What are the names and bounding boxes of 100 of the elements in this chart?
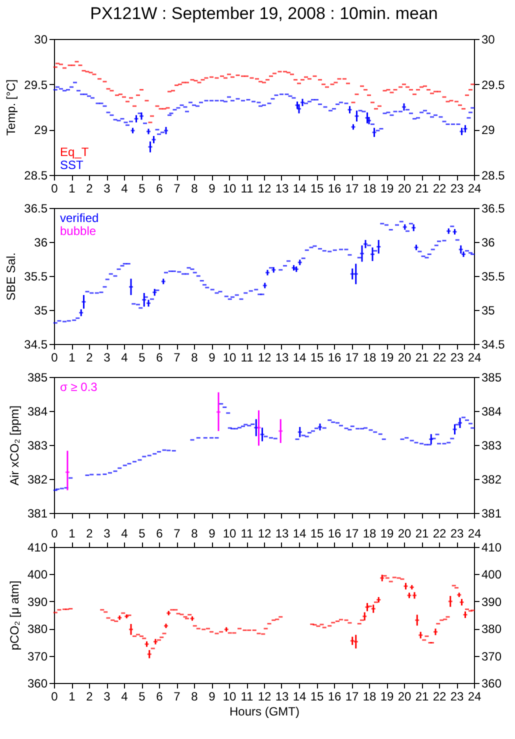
- x2-tick-label: 6: [156, 526, 164, 540]
- x-tick-label: 5: [138, 690, 146, 704]
- x-tick-label: 19: [380, 182, 394, 196]
- y2-tick-label: 400: [482, 568, 502, 582]
- x-tick-label: 12: [258, 690, 272, 704]
- y-tick-label: 35.5: [24, 270, 48, 284]
- x2-tick-label: 12: [258, 526, 272, 540]
- y2-tick-label: 381: [482, 506, 502, 520]
- x-tick-label: 24: [468, 182, 482, 196]
- x-tick-label: 6: [156, 690, 164, 704]
- x-tick-label: 11: [240, 350, 254, 364]
- x-tick-label: 3: [104, 350, 111, 364]
- y2-tick-label: 34.5: [482, 338, 506, 352]
- x-tick-label: 24: [468, 690, 482, 704]
- x-tick-label: 21: [415, 182, 429, 196]
- x-tick-label: 19: [380, 350, 394, 364]
- x-tick-label: 14: [292, 690, 306, 704]
- x-tick-label: 15: [310, 690, 324, 704]
- x-tick-label: 17: [345, 350, 359, 364]
- x-tick-label: 5: [138, 182, 146, 196]
- x-tick-label: 24: [468, 350, 482, 364]
- legend-label: bubble: [60, 224, 96, 238]
- x2-tick-label: 18: [362, 526, 376, 540]
- x-tick-label: 13: [275, 350, 289, 364]
- x-tick-label: 10: [222, 182, 236, 196]
- y-tick-label: 382: [27, 472, 48, 486]
- y-tick-label: 35: [34, 304, 48, 318]
- y-tick-label: 410: [27, 540, 48, 554]
- x2-tick-label: 19: [380, 526, 394, 540]
- chart-title: PX121W : September 19, 2008 : 10min. mean: [90, 4, 438, 23]
- x-tick-label: 23: [450, 690, 464, 704]
- x-tick-label: 4: [121, 350, 128, 364]
- y-tick-label: 370: [27, 649, 48, 664]
- x-tick-label: 18: [362, 182, 376, 196]
- x-tick-label: 1: [68, 690, 76, 704]
- x-tick-label: 0: [51, 350, 58, 364]
- y-tick-label: 29: [34, 123, 48, 138]
- y2-tick-label: 382: [482, 472, 502, 486]
- x2-tick-label: 22: [432, 526, 446, 540]
- x-tick-label: 16: [328, 350, 342, 364]
- x2-tick-label: 10: [222, 526, 236, 540]
- y2-tick-label: 370: [482, 649, 502, 664]
- x-tick-label: 2: [86, 690, 94, 704]
- y-tick-label: 390: [27, 594, 48, 609]
- y-tick-label: 28.5: [24, 168, 48, 182]
- x-tick-label: 9: [208, 182, 216, 196]
- y-tick-label: 381: [27, 506, 48, 520]
- x-tick-label: 22: [432, 690, 446, 704]
- y2-tick-label: 35.5: [482, 270, 506, 284]
- y-tick-label: 36.5: [24, 202, 48, 216]
- y2-tick-label: 29.5: [482, 78, 506, 92]
- x-tick-label: 4: [121, 690, 128, 704]
- x-tick-label: 18: [362, 350, 376, 364]
- y2-tick-label: 28.5: [482, 168, 506, 182]
- x-tick-label: 0: [51, 690, 58, 704]
- x-tick-label: 21: [415, 350, 429, 364]
- x2-tick-label: 2: [86, 526, 94, 540]
- y-tick-label: 385: [27, 370, 48, 384]
- y2-tick-label: 390: [482, 594, 502, 609]
- x-tick-label: 1: [68, 350, 76, 364]
- y-tick-label: 29.5: [24, 78, 48, 92]
- y-tick-label: 380: [27, 622, 48, 636]
- x-tick-label: 3: [104, 690, 111, 704]
- x-tick-label: 22: [432, 350, 446, 364]
- x-tick-label: 2: [86, 182, 94, 196]
- x-tick-label: 7: [174, 350, 181, 364]
- x2-tick-label: 8: [191, 526, 198, 540]
- x-tick-label: 13: [275, 690, 289, 704]
- x2-tick-label: 20: [398, 526, 412, 540]
- x-tick-label: 1: [68, 182, 76, 196]
- x-tick-label: 9: [208, 690, 216, 704]
- x-tick-label: 20: [398, 690, 412, 704]
- y-axis-title: Air xCO₂ [ppm]: [7, 405, 22, 486]
- y-tick-label: 360: [27, 676, 48, 690]
- x2-tick-label: 24: [468, 526, 482, 540]
- y-axis-title: SBE Sal.: [4, 252, 18, 301]
- x-tick-label: 13: [275, 182, 289, 196]
- x2-tick-label: 11: [240, 526, 254, 540]
- text: verified: [60, 211, 99, 225]
- y2-tick-label: 36.5: [482, 202, 506, 216]
- x2-tick-label: 16: [328, 526, 342, 540]
- x-tick-label: 0: [51, 182, 58, 196]
- y2-tick-label: 36: [482, 236, 496, 250]
- x-tick-label: 5: [138, 350, 146, 364]
- x-tick-label: 11: [240, 182, 254, 196]
- x-tick-label: 6: [156, 182, 164, 196]
- x-tick-label: 17: [345, 182, 359, 196]
- x-tick-label: 14: [292, 350, 306, 364]
- x-tick-label: 4: [121, 182, 128, 196]
- x2-tick-label: 13: [275, 526, 289, 540]
- y2-tick-label: 383: [482, 438, 502, 452]
- x-tick-label: 8: [191, 182, 198, 196]
- x2-tick-label: 5: [138, 526, 146, 540]
- y-axis-title: Temp. [°C]: [4, 79, 18, 136]
- x-tick-label: 14: [292, 182, 306, 196]
- x2-tick-label: 0: [51, 526, 58, 540]
- x-tick-label: 22: [432, 182, 446, 196]
- y-tick-label: 400: [27, 568, 48, 582]
- x-tick-label: 12: [258, 350, 272, 364]
- x-tick-label: 10: [222, 350, 236, 364]
